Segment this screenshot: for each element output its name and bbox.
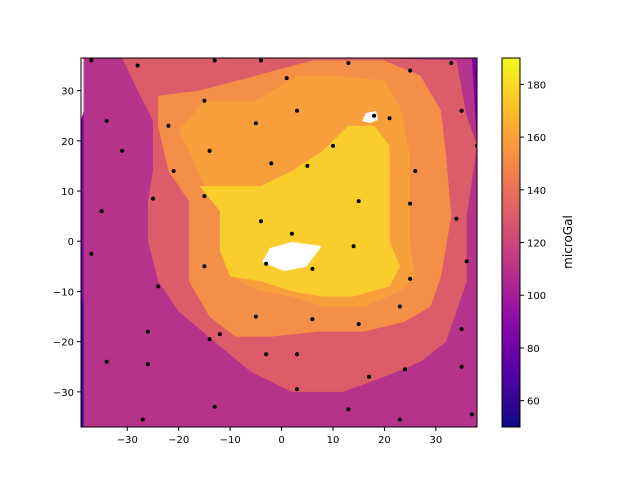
data-point-22 [171, 169, 176, 173]
colorbar-tick-label: 180 [527, 80, 546, 91]
data-point-52 [403, 367, 407, 372]
data-point-8 [202, 98, 207, 103]
y-tick-label: 30 [61, 87, 74, 98]
y-tick-label: 0 [68, 237, 74, 248]
x-tick-label: 30 [429, 435, 442, 446]
data-point-42 [310, 317, 315, 322]
data-point-51 [145, 362, 150, 367]
data-point-36 [202, 264, 207, 269]
y-tick-label: −10 [53, 287, 74, 298]
data-point-49 [295, 352, 299, 357]
data-point-58 [469, 412, 474, 417]
x-axis: −30 −20 −10 0 10 20 30 [117, 427, 442, 446]
contour-band-170-180 [199, 125, 400, 297]
data-point-33 [89, 251, 94, 256]
data-point-41 [253, 314, 258, 319]
data-point-48 [264, 352, 269, 357]
data-point-45 [145, 329, 150, 334]
data-point-56 [212, 404, 217, 409]
data-point-25 [151, 196, 155, 201]
plot-area [81, 58, 477, 427]
x-tick-label: 10 [327, 435, 340, 446]
data-point-35 [264, 261, 269, 266]
data-point-53 [459, 364, 464, 369]
data-point-9 [295, 108, 299, 113]
data-point-28 [99, 209, 104, 214]
x-tick-label: 20 [378, 435, 391, 446]
data-point-59 [140, 417, 145, 422]
data-point-30 [454, 216, 459, 221]
colorbar-tick-label: 80 [527, 344, 540, 355]
data-point-23 [413, 169, 418, 173]
data-point-44 [459, 327, 464, 332]
data-point-37 [310, 266, 315, 271]
data-point-43 [356, 322, 361, 327]
data-point-31 [289, 231, 294, 236]
y-tick-label: 10 [61, 187, 74, 198]
colorbar-label: microGal [561, 215, 575, 269]
data-point-46 [217, 332, 222, 337]
x-tick-label: −10 [220, 435, 241, 446]
data-point-32 [351, 244, 356, 249]
x-tick-label: 0 [278, 435, 284, 446]
colorbar: 60 80 100 120 140 160 180 microGal [501, 57, 575, 428]
data-point-55 [295, 387, 299, 392]
data-point-2 [212, 58, 217, 63]
y-tick-label: −20 [53, 338, 74, 349]
x-tick-label: −20 [168, 435, 189, 446]
y-tick-label: 20 [61, 137, 74, 148]
data-point-1 [135, 63, 140, 68]
data-point-13 [387, 116, 392, 121]
data-point-21 [305, 163, 310, 168]
colorbar-tick-label: 100 [527, 291, 546, 302]
data-point-5 [408, 68, 413, 73]
data-point-40 [397, 304, 402, 309]
colorbar-tick-label: 60 [527, 397, 540, 408]
data-point-11 [166, 123, 171, 128]
data-point-38 [408, 276, 413, 281]
data-point-26 [356, 199, 361, 204]
y-axis: −30 −20 −10 0 10 20 30 [53, 87, 81, 399]
data-point-15 [120, 148, 125, 153]
data-point-50 [104, 359, 109, 364]
colorbar-tick-label: 140 [527, 186, 546, 197]
data-point-57 [346, 407, 351, 412]
data-point-7 [284, 76, 289, 81]
data-point-6 [449, 61, 454, 65]
data-point-0 [89, 58, 94, 63]
colorbar-gradient [501, 57, 521, 428]
data-point-17 [459, 108, 464, 113]
plot-frame [80, 57, 478, 428]
colorbar-tick-label: 120 [527, 239, 546, 250]
data-point-10 [104, 118, 109, 123]
data-point-19 [331, 143, 335, 148]
data-point-60 [397, 417, 402, 422]
data-point-4 [346, 61, 351, 65]
data-point-29 [259, 219, 263, 224]
y-tick-label: −30 [53, 388, 74, 399]
data-point-14 [372, 113, 377, 118]
data-point-54 [367, 374, 371, 379]
data-point-34 [464, 259, 469, 264]
data-point-12 [253, 121, 258, 126]
data-point-39 [156, 284, 161, 289]
data-point-27 [408, 201, 413, 206]
contour-hole-center [262, 242, 322, 271]
data-point-20 [269, 161, 274, 166]
data-point-47 [207, 337, 212, 342]
data-point-3 [259, 58, 263, 63]
data-point-24 [202, 194, 207, 199]
x-tick-label: −30 [117, 435, 138, 446]
colorbar-tick-label: 160 [527, 133, 546, 144]
data-point-16 [207, 148, 212, 153]
